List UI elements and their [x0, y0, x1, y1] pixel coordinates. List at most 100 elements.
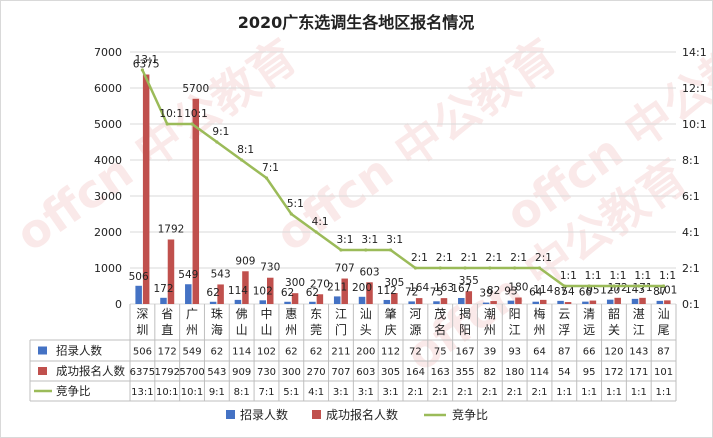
ratio-label: 2:1: [510, 252, 527, 264]
bar-recruit-label: 102: [253, 285, 273, 297]
table-cell: 114: [530, 367, 549, 378]
table-cell: 211: [331, 347, 350, 358]
table-cell: 95: [583, 367, 596, 378]
table-cell: 62: [210, 347, 223, 358]
bar-applicants-label: 355: [459, 275, 479, 287]
bar-recruit-label: 87: [653, 286, 666, 298]
category-label: 山: [236, 323, 248, 337]
category-label: 山: [260, 323, 272, 337]
y-left-tick-label: 0: [115, 298, 122, 311]
ratio-point: [339, 248, 343, 252]
table-cell: 707: [331, 367, 350, 378]
bar-applicants-label: 101: [657, 284, 677, 296]
bar-applicants: [341, 278, 348, 304]
ratio-label: 3:1: [386, 234, 403, 246]
table-row-header: 成功报名人数: [56, 364, 125, 378]
table-cell: 2:1: [432, 387, 448, 398]
ratio-label: 2:1: [411, 252, 428, 264]
bar-recruit-label: 62: [306, 287, 319, 299]
ratio-label: 2:1: [485, 252, 502, 264]
bar-recruit-label: 87: [554, 286, 567, 298]
table-cell: 167: [455, 347, 474, 358]
category-label: 深: [136, 307, 148, 321]
category-label: 清: [583, 307, 595, 321]
bar-applicants: [639, 297, 646, 304]
ratio-point: [140, 68, 145, 72]
category-label: 海: [211, 322, 223, 337]
table-cell: 1792: [155, 367, 180, 378]
category-label: 州: [285, 323, 297, 337]
category-label: 茂: [434, 307, 446, 321]
bar-recruit-label: 39: [479, 288, 492, 300]
bar-applicants: [242, 271, 249, 304]
ratio-label: 2:1: [436, 252, 453, 264]
bar-recruit-label: 93: [504, 286, 517, 298]
table-cell: 2:1: [482, 387, 498, 398]
ratio-point: [637, 284, 641, 288]
bar-applicants: [614, 297, 621, 304]
bar-recruit: [209, 301, 217, 304]
table-cell: 87: [558, 347, 571, 358]
ratio-point: [364, 248, 368, 252]
bar-applicants: [366, 282, 373, 304]
bar-applicants: [267, 277, 274, 304]
ratio-label: 9:1: [212, 126, 229, 138]
bar-applicants-label: 164: [409, 282, 429, 294]
bar-recruit: [606, 299, 614, 304]
table-cell: 543: [207, 367, 226, 378]
bar-applicants-label: 909: [235, 255, 255, 267]
bar-recruit: [631, 298, 639, 304]
table-cell: 603: [356, 367, 375, 378]
table-cell: 171: [629, 367, 648, 378]
bar-applicants: [490, 301, 497, 304]
bar-applicants: [589, 300, 597, 304]
category-label: 关: [608, 323, 620, 337]
category-label: 湛: [633, 307, 645, 321]
category-label: 中: [260, 306, 272, 321]
table-cell: 1:1: [606, 387, 622, 398]
bar-recruit: [433, 301, 440, 304]
table-cell: 9:1: [209, 387, 225, 398]
bar-applicants-label: 707: [335, 263, 355, 275]
table-cell: 3:1: [333, 387, 349, 398]
bar-applicants: [540, 299, 547, 304]
legend-label: 竞争比: [452, 408, 488, 422]
y-right-tick-label: 6:1: [682, 190, 700, 203]
table-cell: 114: [232, 347, 251, 358]
table-cell: 506: [133, 347, 152, 358]
category-label: 汕: [360, 307, 372, 321]
bar-recruit: [333, 296, 341, 304]
category-label: 名: [434, 322, 446, 337]
y-left-tick-label: 4000: [94, 154, 122, 167]
category-label: 潮: [484, 306, 496, 321]
table-cell: 62: [285, 347, 298, 358]
bar-recruit: [383, 299, 391, 304]
category-label: 浮: [558, 323, 570, 337]
table-cell: 5:1: [283, 387, 299, 398]
bar-applicants-label: 5700: [182, 83, 209, 95]
category-label: 远: [583, 323, 595, 337]
bar-applicants-label: 543: [211, 268, 231, 280]
bar-recruit-label: 172: [153, 283, 173, 295]
ratio-point: [215, 140, 219, 144]
table-cell: 3:1: [383, 387, 399, 398]
bar-applicants: [167, 239, 175, 304]
ratio-label: 2:1: [461, 252, 478, 264]
category-label: 阳: [509, 307, 521, 321]
table-cell: 13:1: [131, 387, 153, 398]
ratio-label: 1:1: [610, 270, 627, 282]
bar-applicants-label: 305: [384, 277, 404, 289]
legend-swatch-applicants: [312, 410, 321, 419]
table-cell: 62: [310, 347, 323, 358]
bar-applicants: [391, 293, 398, 304]
table-cell: 3:1: [358, 387, 374, 398]
ratio-point: [289, 212, 293, 216]
y-right-tick-label: 4:1: [682, 226, 700, 239]
category-label: 省: [161, 307, 173, 321]
bar-applicants: [142, 74, 150, 304]
table-cell: 39: [483, 347, 496, 358]
table-cell: 164: [406, 367, 425, 378]
bar-recruit: [309, 301, 316, 304]
ratio-point: [488, 266, 492, 270]
